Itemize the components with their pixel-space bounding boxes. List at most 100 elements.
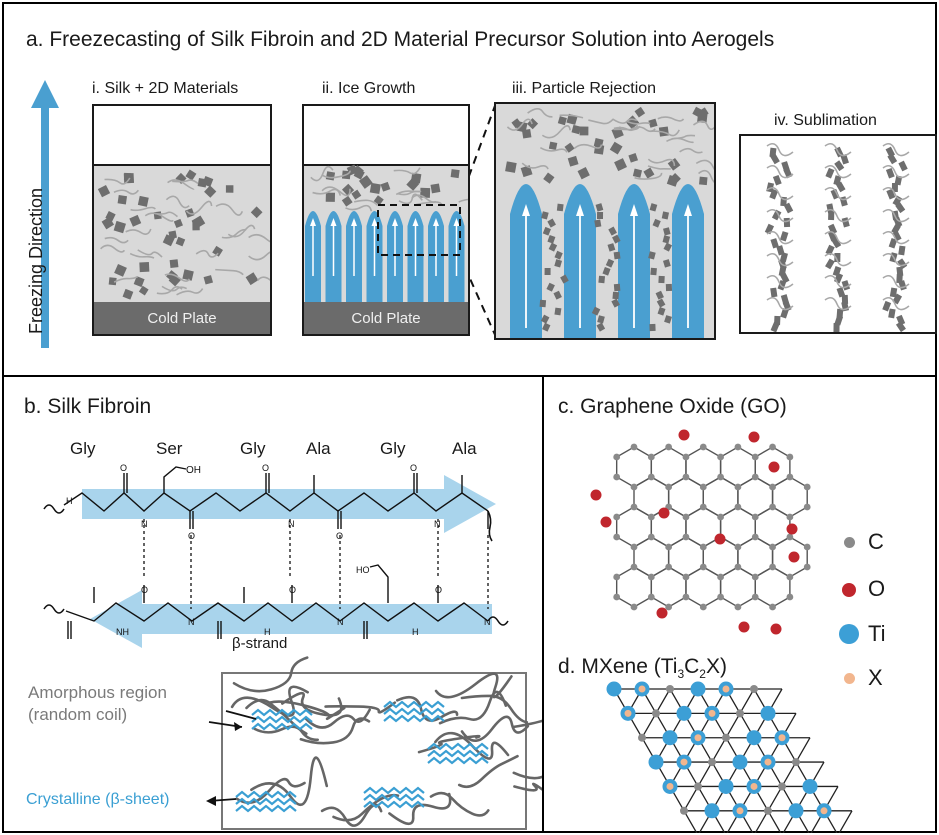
carbon-atom (803, 503, 811, 511)
panel-d-title: d. MXene (Ti3C2X) (558, 655, 727, 682)
carbon-atom (751, 573, 759, 581)
carbon-atom (708, 758, 716, 767)
silk-strand (144, 212, 174, 222)
particle (516, 121, 528, 133)
particle (137, 195, 149, 207)
carbon-atom (682, 453, 690, 461)
aerogel-flake (835, 181, 846, 193)
carbon-ring (685, 446, 722, 488)
carbon-ring (615, 566, 653, 608)
x-atom (624, 709, 632, 717)
silk-strand (521, 162, 549, 170)
packed-particle (596, 322, 606, 332)
aerogel-flake (780, 308, 789, 319)
carbon-atom (792, 758, 800, 767)
aerogel-flake (772, 174, 782, 186)
oxygen-atom (590, 489, 602, 501)
packed-particle (597, 315, 605, 324)
cold-plate: Cold Plate (304, 302, 468, 334)
carbon-ring (667, 476, 704, 518)
cold-plate: Cold Plate (94, 302, 270, 334)
aerogel-flake (779, 231, 789, 242)
silk-strand (627, 120, 651, 125)
carbon-ring (650, 566, 687, 608)
silk-strand (398, 193, 423, 205)
titanium-atom (788, 803, 804, 819)
carbon-atom (751, 533, 759, 541)
silk-strand (458, 198, 468, 203)
beaker-ice-growth: Cold Plate (302, 104, 470, 336)
oxygen-atom (770, 623, 782, 635)
carbon-atom (717, 513, 725, 521)
oxygen-atom (656, 607, 668, 619)
particle (634, 106, 646, 118)
packed-particle (548, 242, 558, 252)
packed-particle (662, 259, 671, 268)
silk-strand (671, 134, 696, 140)
beaker-silk-2d: Cold Plate (92, 104, 272, 336)
aerogel-flake (840, 154, 849, 165)
carbon-atom (786, 593, 794, 601)
panel-b-title: b. Silk Fibroin (24, 395, 152, 418)
packed-particle (613, 251, 621, 260)
particle (697, 112, 708, 124)
silk-strand (176, 288, 204, 296)
particle (521, 129, 532, 139)
packed-particle (591, 306, 601, 316)
residue-ala-1: Ala (306, 439, 331, 458)
random-coil (388, 792, 452, 826)
carbon-ring (719, 566, 756, 608)
beta-sheet (251, 715, 313, 724)
aerogel-flake (769, 188, 779, 200)
carbon-ring (719, 506, 756, 548)
beta-sheet (427, 749, 489, 758)
particle (139, 262, 150, 273)
svg-text:O: O (410, 463, 417, 473)
silk-strand (613, 125, 641, 131)
random-coil (232, 656, 309, 693)
aerogel-flake (887, 153, 898, 165)
carbon-atom (764, 806, 772, 815)
oxygen-atom (714, 533, 726, 545)
particle (593, 144, 605, 155)
titanium-atom (704, 803, 720, 819)
packed-particle (553, 290, 562, 300)
particle (699, 176, 708, 186)
carbon-atom (630, 543, 638, 551)
particle (567, 155, 579, 167)
carbon-atom (630, 603, 638, 611)
aerogel-flake (882, 300, 892, 312)
particle (669, 172, 681, 185)
beta-sheet (235, 790, 297, 799)
beta-sheet (363, 800, 425, 809)
particle (628, 153, 639, 163)
carbon-atom (613, 573, 621, 581)
packed-particle (596, 211, 604, 220)
aerogel-flake (896, 273, 903, 284)
carbon-ring (719, 446, 756, 488)
particle (169, 259, 179, 269)
titanium-atom (606, 681, 622, 697)
carbon-atom (665, 483, 673, 491)
aerogel-flake (886, 188, 896, 200)
aerogel-flake (764, 223, 775, 235)
aerogel-flake (783, 217, 791, 228)
particle (430, 183, 441, 194)
titanium-atom (760, 705, 776, 721)
residue-gly-3: Gly (380, 439, 406, 458)
x-atom (750, 782, 758, 790)
particle (108, 277, 117, 286)
carbon-atom (786, 533, 794, 541)
packed-particle (648, 251, 656, 260)
particle (325, 171, 336, 181)
oxygen-atom (768, 461, 780, 473)
packed-particle (607, 243, 616, 252)
carbon-atom (769, 503, 776, 511)
aerogel-flake (783, 202, 794, 214)
silk-strand (104, 177, 131, 185)
oxygen-atom (738, 621, 750, 633)
carbon-atom (682, 573, 690, 581)
x-atom (680, 758, 688, 766)
particle (105, 210, 116, 222)
packed-particle (611, 298, 620, 308)
